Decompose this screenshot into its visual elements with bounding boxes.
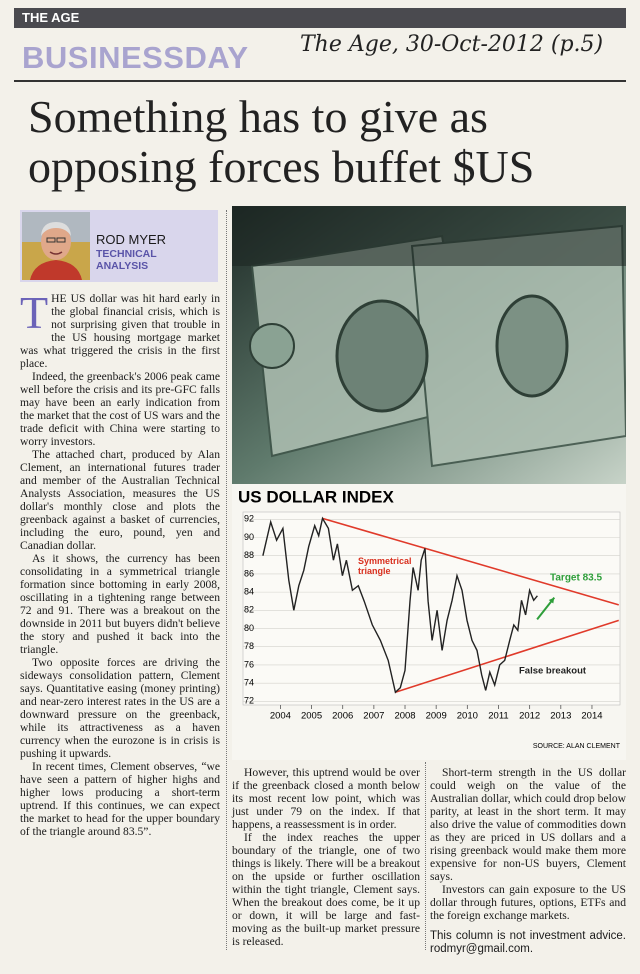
x-tick-label: 2011 (488, 711, 508, 722)
trend-line (395, 619, 619, 694)
portrait (22, 212, 90, 280)
annotation: False breakout (519, 666, 587, 677)
y-tick-label: 86 (244, 568, 254, 578)
paragraph: As it shows, the currency has been conso… (20, 552, 220, 656)
annotation: Target 83.5 (550, 573, 602, 584)
x-tick-label: 2009 (426, 711, 447, 722)
y-tick-label: 74 (244, 678, 254, 688)
rule (14, 80, 626, 82)
chart-title: US DOLLAR INDEX (238, 487, 395, 506)
paragraph: In recent times, Clement observes, “we h… (20, 760, 220, 838)
x-tick-label: 2006 (332, 711, 353, 722)
column: THE US dollar was hit hard early in the … (20, 287, 220, 838)
y-tick-label: 76 (244, 659, 254, 669)
paragraph: If the index reaches the upper boundary … (232, 831, 420, 948)
column-rule (425, 762, 426, 950)
arrow-head (548, 597, 555, 604)
annotation-line: Symmetrical (358, 556, 412, 566)
trend-line (322, 517, 619, 606)
x-tick-label: 2008 (394, 711, 415, 722)
x-tick-label: 2012 (519, 711, 540, 722)
y-tick-label: 90 (244, 532, 254, 542)
section-title: BUSINESSDAY (22, 40, 249, 75)
paragraph: THE US dollar was hit hard early in the … (20, 287, 220, 370)
x-tick-label: 2007 (363, 711, 384, 722)
banknote-photo (232, 206, 626, 484)
x-tick-label: 2014 (581, 711, 602, 722)
y-tick-label: 78 (244, 641, 254, 651)
x-tick-label: 2005 (301, 711, 322, 722)
chart: US DOLLAR INDEX SOURCE: ALAN CLEMENT 72 7… (232, 484, 626, 760)
y-tick-label: 92 (244, 514, 254, 524)
column-name: TECHNICAL ANALYSIS (96, 248, 157, 272)
paragraph: The attached chart, produced by Alan Cle… (20, 448, 220, 552)
x-tick-label: 2010 (457, 711, 478, 722)
paragraph: However, this uptrend would be over if t… (232, 766, 420, 831)
handwritten-note: The Age, 30-Oct-2012 (p.5) (300, 32, 604, 57)
paragraph: Indeed, the greenback's 2006 peak came w… (20, 370, 220, 448)
disclaimer: This column is not investment advice. ro… (430, 930, 626, 955)
paragraph: Short-term strength in the US dollar cou… (430, 766, 626, 883)
y-tick-label: 88 (244, 550, 254, 560)
y-tick-label: 80 (244, 623, 254, 633)
y-tick-label: 82 (244, 605, 254, 615)
x-tick-label: 2013 (550, 711, 571, 722)
paragraph: Investors can gain exposure to the US do… (430, 883, 626, 922)
paper-bar: THE AGE (14, 8, 626, 28)
paragraph: Two opposite forces are driving the side… (20, 656, 220, 760)
headline: Something has to give as opposing forces… (28, 91, 535, 192)
author-name: ROD MYER (96, 232, 167, 247)
column: However, this uptrend would be over if t… (232, 766, 420, 948)
x-tick-label: 2004 (270, 711, 291, 722)
column: Short-term strength in the US dollar cou… (430, 766, 626, 956)
column-rule (226, 210, 227, 950)
y-tick-label: 72 (244, 696, 254, 706)
index-line (262, 516, 538, 694)
annotation: Symmetrical triangle (358, 556, 412, 576)
plot-area (242, 511, 621, 706)
chart-source: SOURCE: ALAN CLEMENT (533, 743, 621, 750)
annotation-line: triangle (358, 566, 391, 576)
y-tick-label: 84 (244, 586, 254, 596)
